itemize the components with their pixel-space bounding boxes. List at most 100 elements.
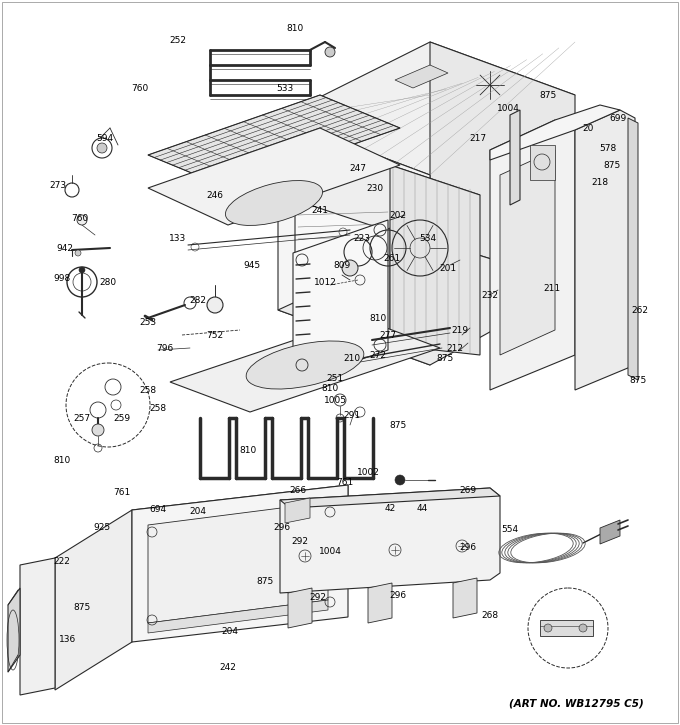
- Text: 246: 246: [207, 191, 224, 199]
- Text: 534: 534: [420, 233, 437, 242]
- Circle shape: [207, 297, 223, 313]
- Text: 282: 282: [190, 296, 207, 304]
- Text: 533: 533: [276, 83, 294, 93]
- Text: 280: 280: [99, 278, 116, 286]
- Ellipse shape: [246, 341, 364, 389]
- Polygon shape: [285, 498, 310, 523]
- Text: 258: 258: [150, 404, 167, 413]
- Text: 875: 875: [437, 354, 454, 362]
- Text: 810: 810: [369, 313, 387, 323]
- Text: 875: 875: [630, 376, 647, 384]
- Circle shape: [92, 424, 104, 436]
- Text: 247: 247: [350, 164, 367, 173]
- Text: 554: 554: [501, 526, 519, 534]
- Polygon shape: [293, 220, 388, 383]
- Text: 262: 262: [632, 305, 649, 315]
- Polygon shape: [295, 165, 390, 380]
- Circle shape: [395, 475, 405, 485]
- Text: 699: 699: [609, 114, 627, 123]
- Text: 242: 242: [220, 663, 237, 673]
- Polygon shape: [628, 118, 638, 380]
- Polygon shape: [510, 110, 520, 205]
- Text: 277: 277: [379, 331, 396, 339]
- Text: 217: 217: [469, 133, 487, 143]
- Polygon shape: [453, 578, 477, 618]
- Text: 268: 268: [481, 610, 498, 619]
- Polygon shape: [395, 65, 448, 88]
- Text: 202: 202: [390, 210, 407, 220]
- Polygon shape: [368, 583, 392, 623]
- Text: (ART NO. WB12795 C5): (ART NO. WB12795 C5): [509, 698, 643, 708]
- Polygon shape: [280, 488, 500, 593]
- Text: 232: 232: [481, 291, 498, 299]
- Text: 1004: 1004: [318, 547, 341, 557]
- Text: 1005: 1005: [324, 396, 347, 405]
- Circle shape: [325, 47, 335, 57]
- Polygon shape: [170, 318, 440, 412]
- Polygon shape: [600, 520, 620, 544]
- Text: 761: 761: [114, 487, 131, 497]
- Text: 875: 875: [603, 160, 621, 170]
- Polygon shape: [278, 42, 575, 175]
- Polygon shape: [490, 105, 620, 160]
- Text: 230: 230: [367, 183, 384, 193]
- Text: 296: 296: [390, 590, 407, 600]
- Text: 594: 594: [97, 133, 114, 143]
- Text: 292: 292: [309, 594, 326, 602]
- Text: 296: 296: [460, 544, 477, 552]
- Text: 1012: 1012: [313, 278, 337, 286]
- Polygon shape: [148, 95, 400, 188]
- Polygon shape: [540, 620, 593, 636]
- Text: 210: 210: [343, 354, 360, 362]
- Text: 273: 273: [50, 181, 67, 189]
- Text: 694: 694: [150, 505, 167, 515]
- Text: 998: 998: [53, 273, 71, 283]
- Polygon shape: [295, 165, 480, 230]
- Circle shape: [342, 260, 358, 276]
- Polygon shape: [132, 485, 348, 642]
- Text: 204: 204: [190, 507, 207, 516]
- Polygon shape: [500, 150, 555, 355]
- Text: 578: 578: [599, 144, 617, 152]
- Circle shape: [544, 624, 552, 632]
- Text: 201: 201: [439, 263, 456, 273]
- Text: 875: 875: [256, 578, 273, 587]
- Circle shape: [79, 267, 85, 273]
- Text: 296: 296: [273, 523, 290, 532]
- Text: 925: 925: [93, 523, 111, 532]
- Text: 945: 945: [243, 260, 260, 270]
- Polygon shape: [148, 600, 328, 633]
- Text: 241: 241: [311, 205, 328, 215]
- Text: 212: 212: [447, 344, 464, 352]
- Text: 875: 875: [73, 603, 90, 613]
- Text: 291: 291: [343, 410, 360, 420]
- Text: 760: 760: [71, 213, 88, 223]
- Text: 761: 761: [337, 478, 354, 486]
- Circle shape: [97, 143, 107, 153]
- Text: 253: 253: [139, 318, 156, 326]
- Polygon shape: [8, 588, 20, 672]
- Text: 42: 42: [384, 503, 396, 513]
- Text: 219: 219: [452, 326, 469, 334]
- Text: 204: 204: [222, 628, 239, 637]
- Text: 252: 252: [169, 36, 186, 44]
- Text: 810: 810: [322, 384, 339, 392]
- Text: 259: 259: [114, 413, 131, 423]
- Text: 251: 251: [326, 373, 343, 383]
- Polygon shape: [280, 488, 500, 508]
- Bar: [530, 145, 555, 180]
- Text: 942: 942: [56, 244, 73, 252]
- Text: 269: 269: [460, 486, 477, 494]
- Text: 211: 211: [543, 283, 560, 292]
- Polygon shape: [148, 502, 328, 623]
- Polygon shape: [278, 118, 430, 365]
- Circle shape: [77, 215, 87, 225]
- Text: 258: 258: [139, 386, 156, 394]
- Text: 266: 266: [290, 486, 307, 494]
- Text: 1002: 1002: [356, 468, 379, 476]
- Polygon shape: [490, 120, 575, 390]
- Polygon shape: [148, 128, 400, 225]
- Text: 272: 272: [369, 350, 386, 360]
- Text: 810: 810: [239, 445, 256, 455]
- Polygon shape: [278, 240, 575, 365]
